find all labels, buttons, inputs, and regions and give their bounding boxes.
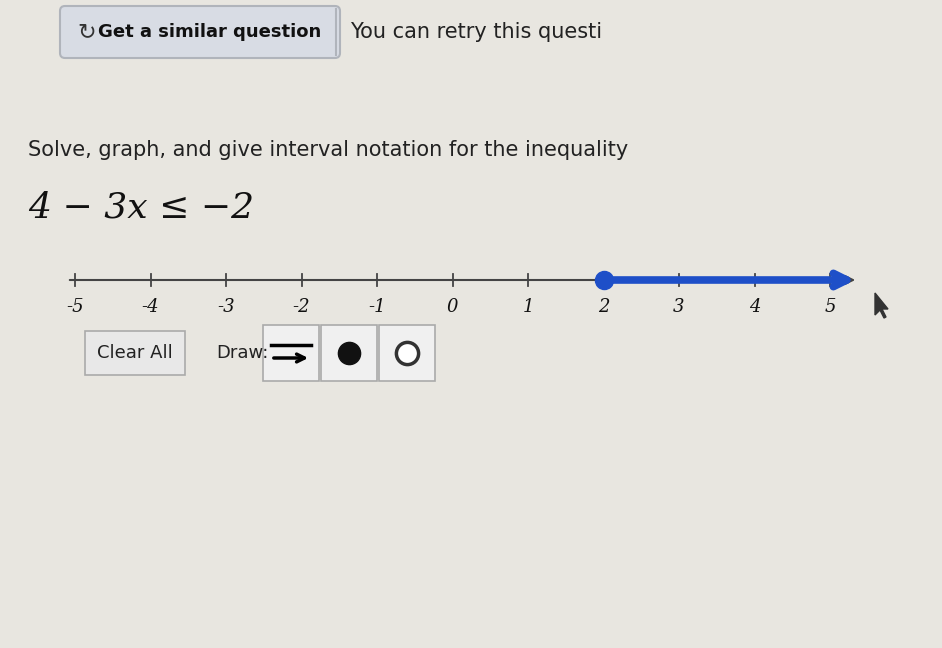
FancyBboxPatch shape (379, 325, 435, 381)
Text: Get a similar question: Get a similar question (98, 23, 321, 41)
Text: 3: 3 (674, 298, 685, 316)
FancyBboxPatch shape (263, 325, 319, 381)
Text: Clear All: Clear All (97, 344, 173, 362)
Text: 4 − 3x ≤ −2: 4 − 3x ≤ −2 (28, 191, 254, 225)
Text: ↻: ↻ (77, 22, 96, 42)
Polygon shape (875, 293, 888, 318)
Text: -3: -3 (218, 298, 235, 316)
Text: -2: -2 (293, 298, 310, 316)
Text: -5: -5 (66, 298, 84, 316)
Text: 1: 1 (522, 298, 534, 316)
Text: Solve, graph, and give interval notation for the inequality: Solve, graph, and give interval notation… (28, 140, 628, 160)
Text: Draw:: Draw: (216, 344, 268, 362)
Text: 0: 0 (447, 298, 458, 316)
FancyBboxPatch shape (60, 6, 340, 58)
Text: -4: -4 (141, 298, 159, 316)
FancyBboxPatch shape (85, 331, 185, 375)
FancyBboxPatch shape (321, 325, 377, 381)
Text: 2: 2 (598, 298, 609, 316)
Text: 5: 5 (824, 298, 836, 316)
Text: You can retry this questi: You can retry this questi (350, 22, 602, 42)
Text: 4: 4 (749, 298, 760, 316)
Text: -1: -1 (368, 298, 386, 316)
